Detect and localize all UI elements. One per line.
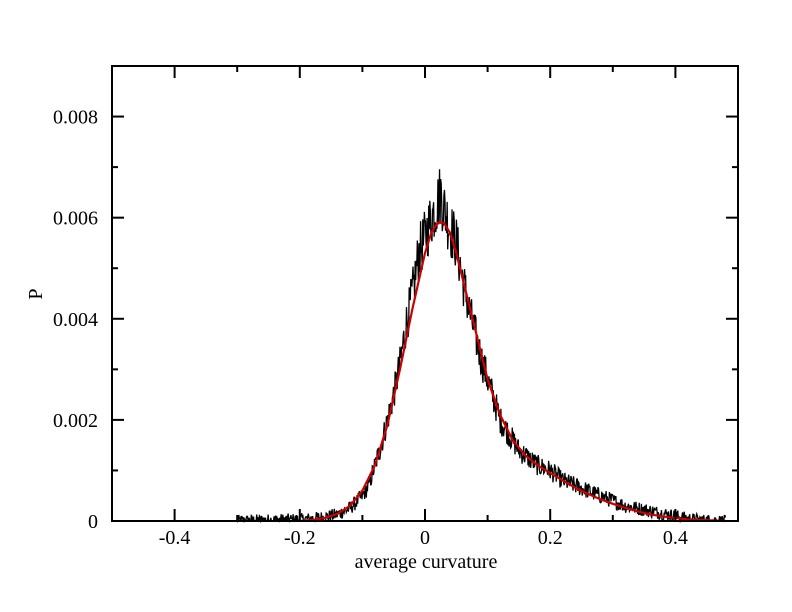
- series-line-fit: [299, 221, 726, 523]
- y-tick-label: 0.008: [53, 107, 98, 129]
- x-axis-label: average curvature: [355, 551, 498, 573]
- x-tick-label: 0.4: [663, 527, 688, 549]
- x-tick-label: -0.4: [159, 527, 191, 549]
- x-tick-label: -0.2: [284, 527, 316, 549]
- y-tick-label: 0.002: [53, 410, 98, 432]
- y-tick-label: 0.004: [53, 309, 98, 331]
- axis-ticks: -0.4 -0.2 0 0.2 0.4 0 0.002 0.004 0.006 0.008: [53, 65, 739, 549]
- plot-area: [236, 169, 727, 524]
- x-tick-label: 0.2: [538, 527, 563, 549]
- y-tick-label: 0: [88, 511, 98, 533]
- series-line-histogram: [236, 169, 727, 524]
- plot-frame: [111, 65, 739, 522]
- y-tick-label: 0.006: [53, 208, 98, 230]
- y-axis-label: P: [25, 288, 47, 299]
- x-tick-label: 0: [420, 527, 430, 549]
